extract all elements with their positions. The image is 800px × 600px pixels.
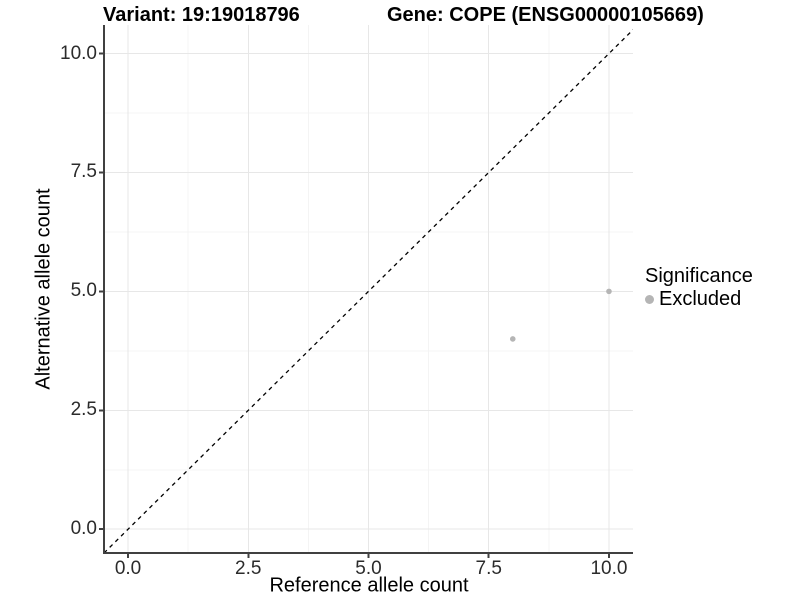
- legend-title: Significance: [645, 265, 753, 287]
- x-tick-label: 7.5: [475, 558, 502, 579]
- identity-reference-line: [104, 28, 633, 553]
- legend-item-label: Excluded: [659, 288, 742, 310]
- x-tick-label: 2.5: [235, 558, 262, 579]
- x-axis-title: Reference allele count: [269, 574, 469, 597]
- legend-point-icon: [645, 295, 654, 304]
- legend-item-excluded: Excluded: [645, 288, 753, 311]
- x-tick-label: 0.0: [114, 558, 142, 579]
- y-tick-label: 10.0: [60, 42, 97, 64]
- data-point: [606, 288, 612, 295]
- data-point: [509, 336, 516, 342]
- plot-title-gene: Gene: COPE (ENSG00000105669): [387, 4, 704, 26]
- y-tick-label: 7.5: [70, 161, 97, 183]
- plot-title-variant: Variant: 19:19018796: [103, 4, 300, 26]
- y-tick-label: 0.0: [70, 518, 97, 540]
- legend: Significance Excluded: [645, 265, 753, 311]
- y-tick-label: 5.0: [70, 280, 97, 302]
- x-tick-label: 10.0: [590, 558, 628, 579]
- x-tick-label: 5.0: [355, 558, 382, 579]
- y-tick-label: 2.5: [70, 399, 97, 421]
- y-axis-title: Alternative allele count: [32, 188, 55, 390]
